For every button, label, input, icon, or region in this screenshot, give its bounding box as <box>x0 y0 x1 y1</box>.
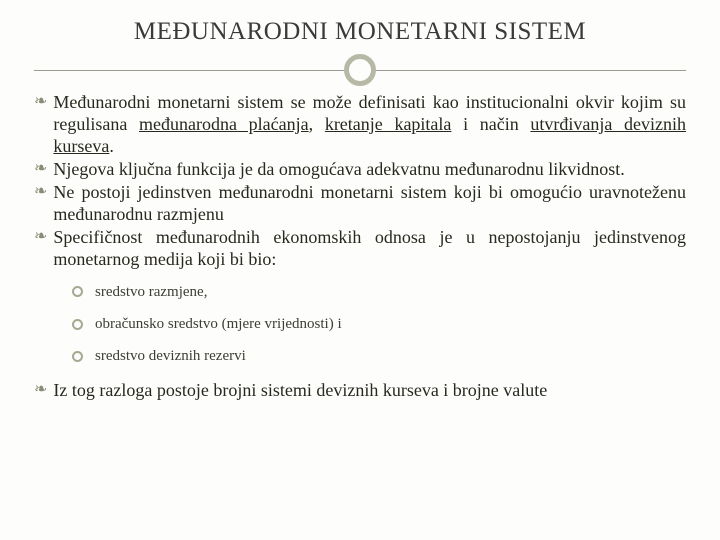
bullet-text: Ne postoji jedinstven međunarodni moneta… <box>53 182 686 226</box>
sub-list: sredstvo razmjene, obračunsko sredstvo (… <box>72 283 686 366</box>
slide-title: MEĐUNARODNI MONETARNI SISTEM <box>34 18 686 46</box>
sub-text: obračunsko sredstvo (mjere vrijednosti) … <box>95 315 342 333</box>
bullet-item: ❧ Međunarodni monetarni sistem se može d… <box>34 92 686 158</box>
ring-ornament-icon <box>344 54 376 86</box>
circle-bullet-icon <box>72 351 83 362</box>
text-run: i način <box>451 114 530 134</box>
fleuron-icon: ❧ <box>34 159 53 181</box>
circle-bullet-icon <box>72 319 83 330</box>
underlined-text: međunarodna plaćanja <box>139 114 309 134</box>
sub-item: obračunsko sredstvo (mjere vrijednosti) … <box>72 315 686 333</box>
content-area: ❧ Međunarodni monetarni sistem se može d… <box>34 92 686 401</box>
bullet-text: Specifičnost međunarodnih ekonomskih odn… <box>53 227 686 271</box>
bullet-item: ❧ Iz tog razloga postoje brojni sistemi … <box>34 380 686 402</box>
circle-bullet-icon <box>72 286 83 297</box>
slide: MEĐUNARODNI MONETARNI SISTEM ❧ Međunarod… <box>0 0 720 540</box>
title-divider <box>34 54 686 88</box>
sub-text: sredstvo razmjene, <box>95 283 207 301</box>
fleuron-icon: ❧ <box>34 380 53 402</box>
fleuron-icon: ❧ <box>34 227 53 271</box>
bullet-item: ❧ Njegova ključna funkcija je da omoguća… <box>34 159 686 181</box>
text-run: , <box>309 114 325 134</box>
sub-item: sredstvo razmjene, <box>72 283 686 301</box>
underlined-text: kretanje kapitala <box>325 114 452 134</box>
bullet-text: Iz tog razloga postoje brojni sistemi de… <box>53 380 686 402</box>
bullet-item: ❧ Specifičnost međunarodnih ekonomskih o… <box>34 227 686 271</box>
fleuron-icon: ❧ <box>34 92 53 158</box>
bullet-text: Njegova ključna funkcija je da omogućava… <box>53 159 686 181</box>
bullet-item: ❧ Ne postoji jedinstven međunarodni mone… <box>34 182 686 226</box>
bullet-text: Međunarodni monetarni sistem se može def… <box>53 92 686 158</box>
sub-item: sredstvo deviznih rezervi <box>72 347 686 365</box>
text-run: . <box>109 136 114 156</box>
fleuron-icon: ❧ <box>34 182 53 226</box>
sub-text: sredstvo deviznih rezervi <box>95 347 246 365</box>
